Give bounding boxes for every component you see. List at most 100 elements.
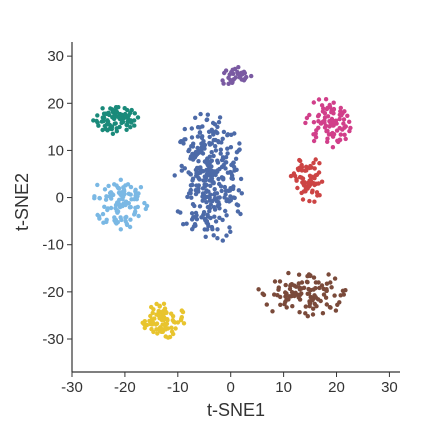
data-point bbox=[198, 165, 203, 170]
data-point bbox=[221, 175, 226, 181]
data-point bbox=[197, 204, 203, 209]
data-point bbox=[223, 166, 228, 171]
data-point bbox=[226, 81, 231, 87]
data-point bbox=[342, 125, 347, 130]
data-point bbox=[140, 320, 145, 325]
data-point bbox=[95, 182, 100, 188]
data-point bbox=[110, 115, 115, 120]
data-point bbox=[216, 140, 221, 145]
data-point bbox=[236, 65, 241, 70]
data-point bbox=[320, 109, 326, 114]
data-point bbox=[312, 293, 317, 298]
data-point bbox=[207, 208, 212, 214]
data-point bbox=[193, 191, 199, 197]
data-point bbox=[325, 139, 330, 144]
data-point bbox=[95, 212, 100, 218]
data-point bbox=[333, 308, 339, 313]
data-point bbox=[341, 117, 347, 122]
data-point bbox=[229, 176, 234, 181]
data-point bbox=[203, 234, 208, 239]
data-point bbox=[170, 318, 175, 323]
data-point bbox=[303, 311, 308, 316]
data-point bbox=[175, 209, 181, 214]
data-point bbox=[171, 331, 176, 337]
data-point bbox=[308, 163, 313, 169]
data-point bbox=[117, 111, 123, 117]
data-point bbox=[305, 280, 310, 285]
x-tick-label: 0 bbox=[227, 379, 235, 396]
data-point bbox=[313, 286, 318, 291]
data-point bbox=[190, 182, 195, 188]
data-point bbox=[202, 227, 207, 232]
x-axis-ticks: -30 -20 -10 0 10 20 30 bbox=[61, 372, 398, 396]
data-point bbox=[210, 168, 215, 174]
data-point bbox=[103, 197, 109, 202]
data-point bbox=[190, 178, 195, 183]
data-point bbox=[238, 176, 244, 182]
data-point bbox=[156, 308, 161, 314]
data-point bbox=[307, 198, 312, 204]
data-point bbox=[324, 281, 330, 286]
data-point bbox=[127, 205, 133, 210]
data-point bbox=[135, 194, 140, 199]
data-point bbox=[313, 280, 319, 285]
data-point bbox=[215, 236, 220, 241]
data-point bbox=[205, 157, 210, 162]
data-point bbox=[202, 146, 207, 151]
data-point bbox=[222, 184, 227, 190]
data-point bbox=[329, 116, 335, 122]
data-point bbox=[217, 115, 223, 120]
data-point bbox=[169, 325, 174, 330]
data-point bbox=[128, 217, 133, 222]
data-point bbox=[286, 270, 291, 276]
data-point bbox=[220, 136, 225, 141]
data-point bbox=[228, 77, 233, 83]
y-tick-label: 20 bbox=[47, 95, 64, 112]
data-point bbox=[133, 189, 138, 194]
data-point bbox=[109, 126, 115, 132]
data-point bbox=[308, 287, 313, 293]
data-point bbox=[311, 160, 316, 166]
data-point bbox=[317, 285, 322, 291]
data-point bbox=[301, 181, 306, 186]
data-point bbox=[293, 290, 298, 295]
data-point bbox=[343, 136, 348, 142]
data-point bbox=[197, 130, 203, 135]
data-point bbox=[225, 151, 230, 156]
data-point bbox=[210, 120, 216, 126]
data-point bbox=[225, 133, 230, 138]
data-point bbox=[309, 179, 314, 184]
data-point bbox=[149, 326, 154, 332]
data-point bbox=[203, 218, 208, 223]
data-point bbox=[228, 194, 233, 199]
data-point bbox=[224, 160, 229, 165]
data-point bbox=[297, 297, 303, 302]
data-point bbox=[135, 115, 141, 120]
data-point bbox=[133, 205, 138, 210]
data-point bbox=[309, 174, 315, 179]
data-point bbox=[189, 135, 195, 140]
data-point bbox=[272, 279, 278, 284]
data-point bbox=[175, 320, 181, 325]
data-point bbox=[118, 227, 124, 232]
data-point bbox=[277, 279, 283, 284]
data-point bbox=[207, 195, 212, 201]
data-point bbox=[204, 167, 209, 173]
data-point bbox=[217, 215, 222, 220]
data-point bbox=[324, 302, 329, 307]
data-point bbox=[123, 111, 128, 117]
data-point bbox=[310, 312, 316, 317]
data-point bbox=[212, 207, 218, 212]
data-point bbox=[97, 216, 102, 221]
data-point bbox=[331, 100, 336, 105]
data-point bbox=[209, 158, 214, 163]
data-point bbox=[216, 200, 221, 205]
data-point bbox=[211, 233, 216, 238]
data-point bbox=[94, 118, 99, 124]
data-point bbox=[105, 207, 110, 213]
data-point bbox=[310, 188, 315, 193]
data-point bbox=[295, 185, 300, 191]
data-point bbox=[244, 74, 249, 80]
data-point bbox=[189, 217, 195, 222]
data-point bbox=[207, 140, 212, 146]
